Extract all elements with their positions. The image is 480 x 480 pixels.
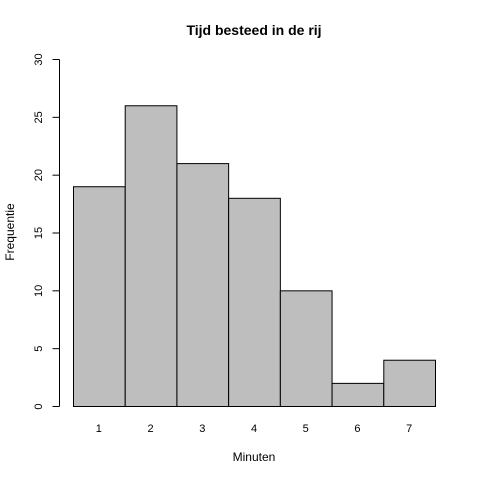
chart-title: Tijd besteed in de rij <box>186 22 321 38</box>
y-tick-label-15: 15 <box>33 227 45 239</box>
y-axis-label: Frequentie <box>3 203 17 261</box>
y-axis: 0 5 10 15 20 25 30 <box>33 53 60 410</box>
bar-6 <box>331 382 385 407</box>
x-tick-label-2: 2 <box>148 423 154 435</box>
x-tick-labels: 1 2 3 4 5 6 7 <box>96 423 412 435</box>
x-tick-label-5: 5 <box>303 423 309 435</box>
bar-2 <box>124 105 178 408</box>
x-axis-label: Minuten <box>233 450 276 464</box>
y-tick-label-20: 20 <box>33 169 45 181</box>
y-tick-label-10: 10 <box>33 285 45 297</box>
bar-7 <box>383 359 437 408</box>
y-tick-label-25: 25 <box>33 111 45 123</box>
bar-3 <box>176 163 230 407</box>
bar-5 <box>279 290 333 407</box>
x-tick-label-6: 6 <box>354 423 360 435</box>
x-tick-label-7: 7 <box>406 423 412 435</box>
x-tick-label-3: 3 <box>199 423 205 435</box>
x-tick-label-4: 4 <box>251 423 257 435</box>
y-tick-label-30: 30 <box>33 53 45 65</box>
x-tick-label-1: 1 <box>96 423 102 435</box>
bars-group <box>73 105 437 408</box>
y-tick-label-5: 5 <box>33 346 45 352</box>
bar-4 <box>228 197 281 407</box>
y-tick-label-0: 0 <box>33 403 45 409</box>
bar-1 <box>73 186 126 407</box>
